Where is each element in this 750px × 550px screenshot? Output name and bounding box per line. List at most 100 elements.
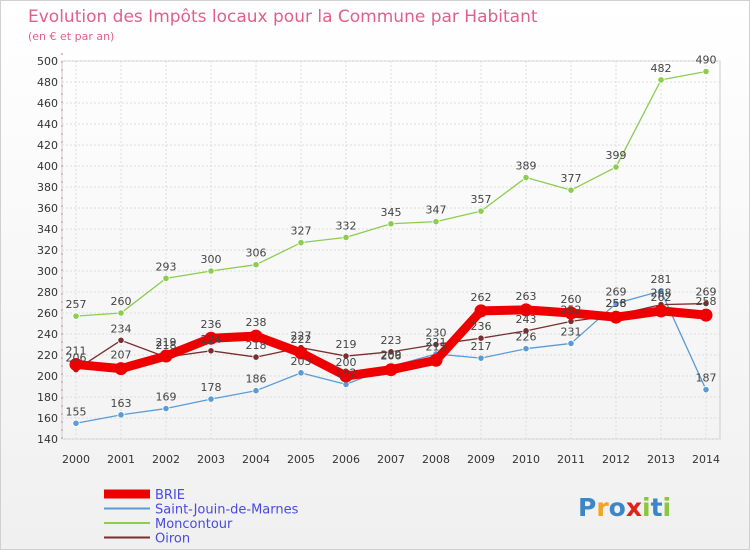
data-label: 209: [381, 349, 402, 362]
x-tick-label: 2003: [197, 453, 225, 466]
data-point: [699, 308, 713, 322]
data-label: 281: [651, 273, 672, 286]
y-tick-label: 480: [37, 76, 58, 89]
data-point: [69, 357, 83, 371]
data-point: [612, 163, 620, 171]
data-label: 211: [66, 344, 87, 357]
y-tick-label: 300: [37, 265, 58, 278]
data-point: [159, 349, 173, 363]
data-point: [474, 304, 488, 318]
data-point: [72, 312, 80, 320]
x-tick-label: 2014: [692, 453, 720, 466]
data-point: [432, 340, 440, 349]
y-tick-label: 500: [37, 55, 58, 68]
data-point: [702, 386, 710, 394]
x-tick-label: 2012: [602, 453, 630, 466]
legend-label: Saint-Jouin-de-Marnes: [155, 503, 299, 518]
x-tick-label: 2006: [332, 453, 360, 466]
x-tick-label: 2010: [512, 453, 540, 466]
data-label: 399: [606, 149, 627, 162]
logo-letter: x: [626, 493, 642, 522]
logo-letter: i: [642, 493, 651, 522]
data-point: [609, 310, 623, 324]
y-tick-label: 180: [37, 391, 58, 404]
data-label: 490: [696, 54, 717, 67]
data-label: 332: [336, 219, 357, 232]
data-point: [117, 411, 125, 419]
data-point: [477, 207, 485, 215]
data-label: 207: [111, 349, 132, 362]
data-label: 221: [426, 336, 447, 349]
data-point: [72, 419, 80, 427]
data-point: [387, 348, 395, 356]
data-point: [654, 304, 668, 318]
data-label: 345: [381, 206, 402, 219]
y-tick-label: 460: [37, 97, 58, 110]
data-point: [567, 339, 575, 348]
y-tick-label: 360: [37, 202, 58, 215]
logo-letter: o: [609, 493, 626, 522]
data-label: 203: [291, 355, 312, 368]
x-tick-label: 2002: [152, 453, 180, 466]
data-label: 236: [201, 318, 222, 331]
data-label: 217: [471, 340, 492, 353]
data-label: 269: [606, 286, 627, 299]
data-label: 262: [651, 291, 672, 304]
data-label: 238: [246, 316, 267, 329]
data-label: 306: [246, 247, 267, 260]
y-tick-label: 140: [37, 433, 58, 446]
data-label: 219: [156, 336, 177, 349]
data-point: [252, 261, 260, 269]
y-tick-label: 280: [37, 286, 58, 299]
data-label: 258: [696, 295, 717, 308]
data-point: [117, 336, 125, 344]
data-point: [429, 353, 443, 367]
logo-letter: i: [663, 493, 672, 522]
data-point: [294, 346, 308, 360]
data-point: [477, 354, 485, 362]
data-point: [432, 218, 440, 226]
data-point: [207, 347, 215, 355]
data-label: 215: [426, 340, 447, 353]
data-label: 300: [201, 253, 222, 266]
data-label: 227: [291, 330, 312, 343]
y-tick-label: 340: [37, 223, 58, 236]
y-tick-label: 260: [37, 307, 58, 320]
x-tick-label: 2013: [647, 453, 675, 466]
data-point: [522, 345, 530, 353]
legend-label: BRIE: [155, 488, 185, 503]
data-point: [384, 363, 398, 377]
y-tick-label: 160: [37, 412, 58, 425]
data-point: [477, 334, 485, 342]
data-point: [207, 267, 215, 275]
data-label: 293: [156, 260, 177, 273]
proxiti-logo: Proxiti: [578, 493, 671, 522]
data-point: [249, 329, 263, 343]
data-label: 200: [336, 356, 357, 369]
data-label: 206: [381, 350, 402, 363]
data-point: [702, 67, 710, 76]
x-tick-label: 2007: [377, 453, 405, 466]
y-tick-label: 200: [37, 370, 58, 383]
y-tick-label: 240: [37, 328, 58, 341]
data-label: 226: [516, 331, 537, 344]
y-tick-label: 320: [37, 244, 58, 257]
data-point: [297, 369, 305, 377]
data-label: 327: [291, 225, 312, 238]
data-label: 377: [561, 172, 582, 185]
data-label: 178: [201, 381, 222, 394]
data-label: 269: [696, 286, 717, 299]
data-label: 192: [336, 366, 357, 379]
data-label: 389: [516, 160, 537, 173]
y-tick-label: 220: [37, 349, 58, 362]
data-point: [612, 299, 620, 308]
data-point: [522, 173, 530, 182]
data-label: 163: [111, 397, 132, 410]
data-label: 263: [516, 290, 537, 303]
data-label: 258: [606, 297, 627, 310]
logo-letter: t: [651, 493, 663, 522]
data-point: [387, 220, 395, 228]
data-label: 169: [156, 391, 177, 404]
data-label: 223: [381, 334, 402, 347]
